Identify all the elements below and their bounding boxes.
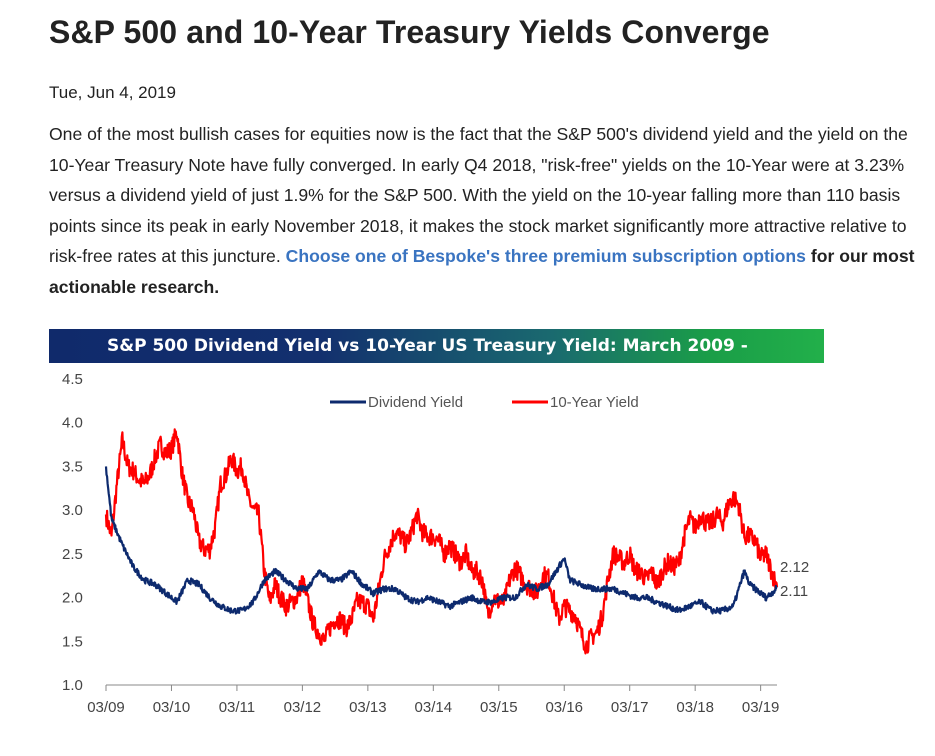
end-value-label: 2.11 [780, 583, 808, 600]
x-tick-label: 03/11 [219, 699, 255, 716]
article-paragraph: One of the most bullish cases for equiti… [49, 119, 929, 302]
y-tick-label: 4.0 [62, 415, 83, 432]
x-tick-label: 03/17 [611, 699, 649, 716]
y-tick-label: 4.5 [62, 371, 83, 388]
series-line [104, 466, 778, 615]
x-tick-label: 03/15 [480, 699, 518, 716]
end-value-label: 2.12 [780, 559, 809, 576]
legend-label: 10-Year Yield [550, 394, 639, 411]
y-tick-label: 3.0 [62, 502, 83, 519]
article-date: Tue, Jun 4, 2019 [49, 83, 176, 102]
article: S&P 500 and 10-Year Treasury Yields Conv… [49, 0, 929, 302]
x-tick-label: 03/18 [676, 699, 714, 716]
x-tick-label: 03/12 [284, 699, 322, 716]
x-tick-label: 03/16 [545, 699, 583, 716]
y-tick-label: 1.0 [62, 677, 83, 694]
chart-title-banner: S&P 500 Dividend Yield vs 10-Year US Tre… [49, 329, 824, 363]
yield-chart: 1.0 1.5 2.0 2.5 3.0 3.5 4.0 4.5 03/09 03/10 03/11… [62, 371, 809, 716]
paragraph-suffix: for our most actionable research. [49, 246, 915, 297]
y-axis: 1.0 1.5 2.0 2.5 3.0 3.5 4.0 4.5 [62, 371, 83, 694]
end-labels: 2.12 2.11 [780, 559, 809, 600]
chart-title: S&P 500 Dividend Yield vs 10-Year US Tre… [107, 336, 748, 356]
x-tick-label: 03/13 [349, 699, 387, 716]
article-title: S&P 500 and 10-Year Treasury Yields Conv… [49, 14, 770, 50]
y-tick-label: 2.5 [62, 546, 83, 563]
x-axis: 03/09 03/10 03/11 03/12 03/13 03/14 03/15 03/16… [87, 684, 780, 716]
y-tick-label: 2.0 [62, 590, 83, 607]
x-tick-label: 03/09 [87, 699, 125, 716]
x-tick-label: 03/14 [415, 699, 453, 716]
subscription-link[interactable]: Choose one of Bespoke's three premium su… [285, 246, 806, 266]
series-line [104, 428, 779, 655]
x-tick-label: 03/10 [153, 699, 191, 716]
x-tick-label: 03/19 [742, 699, 780, 716]
legend-label: Dividend Yield [368, 394, 463, 411]
series-lines [104, 428, 779, 655]
paragraph-text: One of the most bullish cases for equiti… [49, 124, 908, 266]
y-tick-label: 1.5 [62, 633, 83, 650]
legend: Dividend Yield 10-Year Yield [330, 394, 639, 411]
y-tick-label: 3.5 [62, 458, 83, 475]
